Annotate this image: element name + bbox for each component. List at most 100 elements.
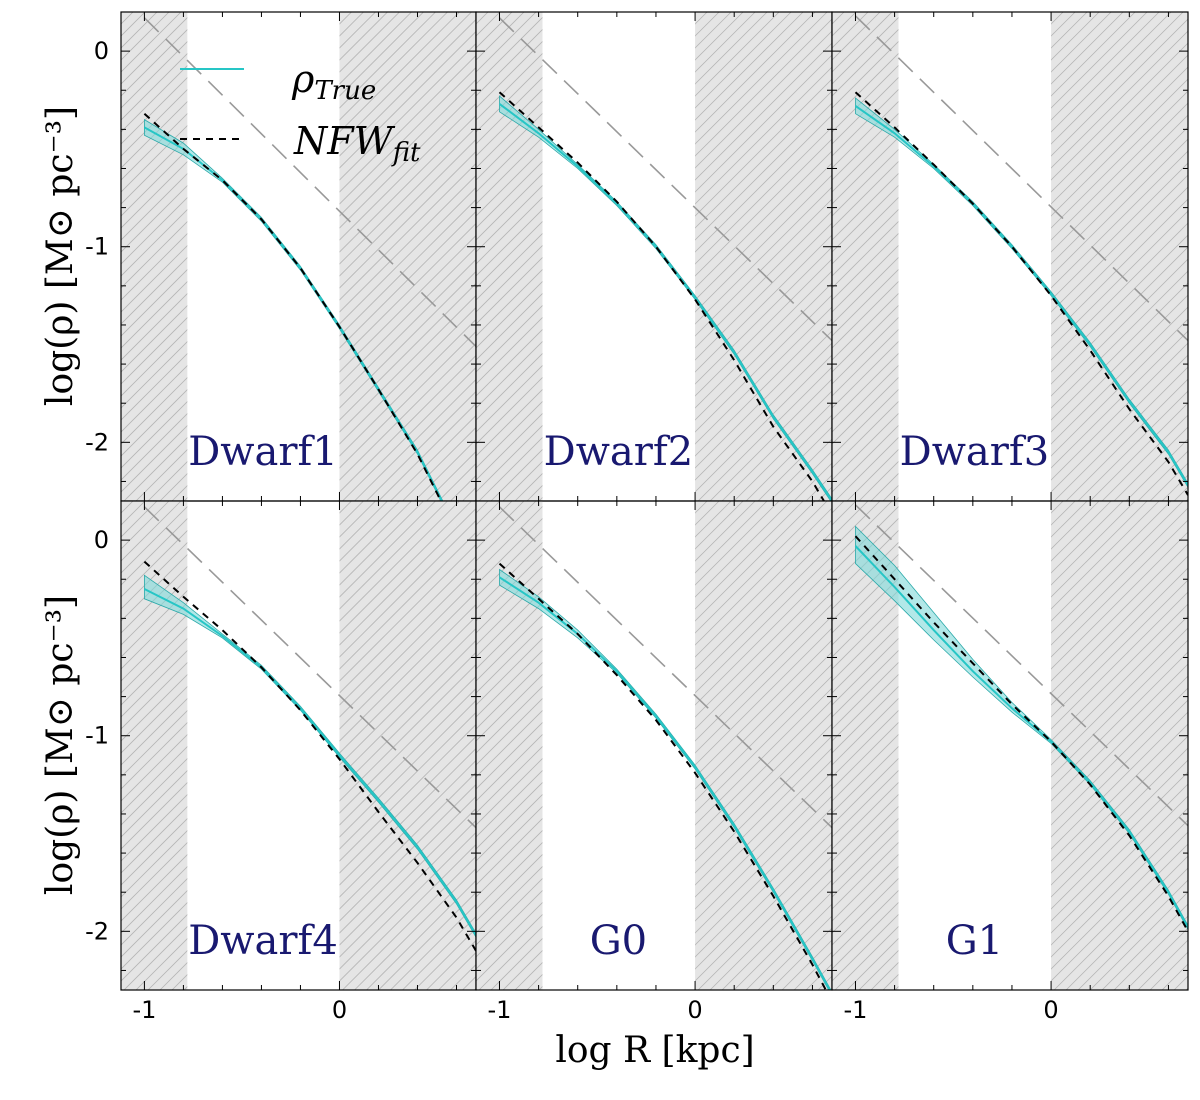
y-axis-label-top: log(ρ) [M⊙ pc⁻³] — [40, 106, 81, 406]
true-uncertainty-band — [144, 574, 476, 938]
hatch — [832, 501, 899, 990]
legend-true-sub: True — [314, 76, 376, 106]
shade-fill — [339, 501, 476, 990]
x-tick-label: -1 — [488, 996, 512, 1024]
y-axis-label-bottom: log(ρ) [M⊙ pc⁻³] — [40, 595, 81, 895]
x-axis-label: log R [kpc] — [555, 1030, 754, 1071]
shaded-region — [1051, 12, 1188, 501]
hatch — [832, 12, 899, 501]
y-tick-label: -1 — [85, 233, 109, 261]
legend-true-main: ρ — [291, 57, 315, 101]
true-uncertainty-band — [499, 95, 832, 501]
x-tick-label: 0 — [332, 996, 347, 1024]
y-tick-label: -2 — [85, 917, 109, 945]
legend: ρTrue NFWfit — [180, 57, 421, 168]
ticks — [832, 500, 1188, 990]
y-tick-label: -1 — [85, 722, 109, 750]
reference-line — [498, 506, 832, 829]
reference-line — [143, 506, 476, 829]
panel-dwarf3: Dwarf3 — [831, 11, 1189, 502]
ticks — [121, 11, 476, 501]
hatch-lines — [695, 12, 832, 501]
hatch — [121, 12, 188, 501]
shade-fill — [121, 12, 188, 501]
x-tick-label: 0 — [687, 996, 702, 1024]
ticks — [832, 11, 1188, 501]
shaded-region — [339, 12, 476, 501]
true-line — [498, 576, 831, 990]
hatch-lines — [476, 501, 543, 990]
nfw-fit-line — [498, 562, 827, 990]
hatch — [1051, 12, 1188, 501]
x-tick-label: 0 — [1043, 996, 1058, 1024]
reference-line — [854, 15, 1188, 342]
panel-g0: G0 -1 0 — [475, 500, 833, 1024]
ticks — [476, 11, 832, 501]
panel-label: G1 — [946, 918, 1003, 964]
panel-dwarf2: Dwarf2 — [475, 11, 833, 502]
hatch-lines — [832, 12, 899, 501]
true-line — [143, 588, 476, 936]
panel-label: Dwarf4 — [188, 918, 338, 964]
hatch — [695, 501, 832, 990]
shade-fill — [1051, 12, 1188, 501]
x-tick-label: -1 — [132, 996, 156, 1024]
legend-true-label: ρTrue — [291, 57, 376, 106]
legend-nfw-main: NFW — [293, 119, 396, 163]
hatch — [476, 12, 543, 501]
hatch — [476, 501, 543, 990]
panel-g1: G1 -1 0 — [831, 500, 1189, 1024]
panel-dwarf1: Dwarf1 0 -1 -2 — [85, 11, 477, 502]
shaded-region — [1051, 501, 1188, 990]
legend-nfw-sub: fit — [391, 138, 421, 168]
nfw-fit-line — [143, 112, 443, 501]
shaded-region — [121, 12, 188, 501]
hatch — [339, 501, 476, 990]
plot-area — [121, 12, 476, 501]
hatch-lines — [695, 501, 832, 990]
shaded-region — [695, 501, 832, 990]
shade-fill — [121, 501, 188, 990]
nfw-fit-line — [143, 560, 476, 952]
shaded-region — [476, 12, 543, 501]
panel-label: Dwarf3 — [900, 429, 1050, 475]
shade-fill — [1051, 501, 1188, 990]
shade-fill — [476, 12, 543, 501]
plot-area — [476, 12, 832, 501]
x-tick-label: -1 — [844, 996, 868, 1024]
shade-fill — [832, 12, 899, 501]
nfw-fit-line — [854, 91, 1188, 496]
hatch-lines — [1051, 12, 1188, 501]
shade-fill — [339, 12, 476, 501]
panel-label: Dwarf2 — [544, 429, 694, 475]
plot-area — [832, 501, 1188, 990]
hatch-lines — [121, 12, 188, 501]
hatch-lines — [1051, 501, 1188, 990]
plot-area — [121, 501, 476, 990]
nfw-fit-line — [854, 535, 1188, 932]
hatch-lines — [339, 501, 476, 990]
panel-frame — [831, 500, 1189, 991]
true-line — [854, 545, 1188, 928]
shaded-region — [832, 12, 899, 501]
shade-fill — [476, 501, 543, 990]
true-uncertainty-band — [855, 97, 1188, 489]
panel-label: G0 — [590, 918, 647, 964]
hatch-lines — [121, 501, 188, 990]
ticks — [476, 500, 832, 990]
panel-dwarf4: Dwarf4 0 -1 -2 -1 0 — [85, 500, 477, 1024]
reference-line — [498, 17, 832, 342]
panel-label: Dwarf1 — [188, 429, 338, 475]
y-tick-label: 0 — [94, 526, 109, 554]
shaded-region — [339, 501, 476, 990]
plot-area — [832, 12, 1188, 501]
nfw-fit-line — [498, 91, 826, 501]
ticks — [121, 500, 476, 990]
hatch-lines — [832, 501, 899, 990]
shaded-region — [695, 12, 832, 501]
reference-line — [143, 17, 476, 348]
shade-fill — [695, 501, 832, 990]
shade-fill — [695, 12, 832, 501]
reference-line — [854, 504, 1188, 827]
